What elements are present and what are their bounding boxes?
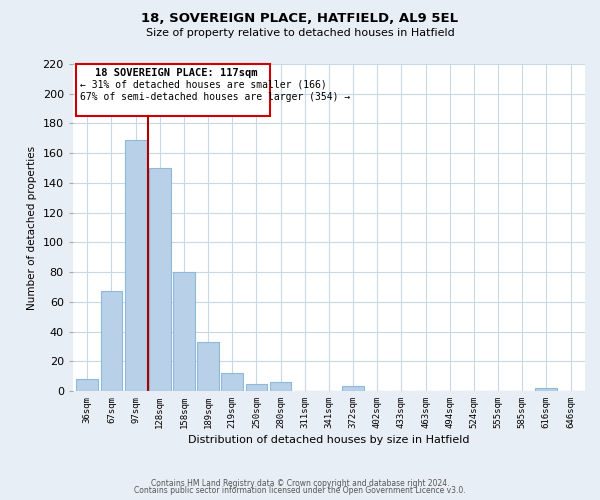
Text: 18, SOVEREIGN PLACE, HATFIELD, AL9 5EL: 18, SOVEREIGN PLACE, HATFIELD, AL9 5EL xyxy=(142,12,458,26)
Bar xyxy=(76,379,98,391)
Text: 67% of semi-detached houses are larger (354) →: 67% of semi-detached houses are larger (… xyxy=(80,92,350,102)
Bar xyxy=(221,373,243,391)
Y-axis label: Number of detached properties: Number of detached properties xyxy=(27,146,37,310)
Bar xyxy=(101,292,122,391)
Text: 18 SOVEREIGN PLACE: 117sqm: 18 SOVEREIGN PLACE: 117sqm xyxy=(95,68,258,78)
Bar xyxy=(270,382,292,391)
Bar xyxy=(149,168,170,391)
Bar xyxy=(245,384,268,391)
Bar xyxy=(197,342,219,391)
Text: ← 31% of detached houses are smaller (166): ← 31% of detached houses are smaller (16… xyxy=(80,80,327,90)
Text: Contains public sector information licensed under the Open Government Licence v3: Contains public sector information licen… xyxy=(134,486,466,495)
Bar xyxy=(125,140,146,391)
Bar xyxy=(535,388,557,391)
Bar xyxy=(342,386,364,391)
Bar xyxy=(76,64,270,116)
Bar xyxy=(173,272,195,391)
Text: Size of property relative to detached houses in Hatfield: Size of property relative to detached ho… xyxy=(146,28,454,38)
X-axis label: Distribution of detached houses by size in Hatfield: Distribution of detached houses by size … xyxy=(188,435,470,445)
Text: Contains HM Land Registry data © Crown copyright and database right 2024.: Contains HM Land Registry data © Crown c… xyxy=(151,478,449,488)
